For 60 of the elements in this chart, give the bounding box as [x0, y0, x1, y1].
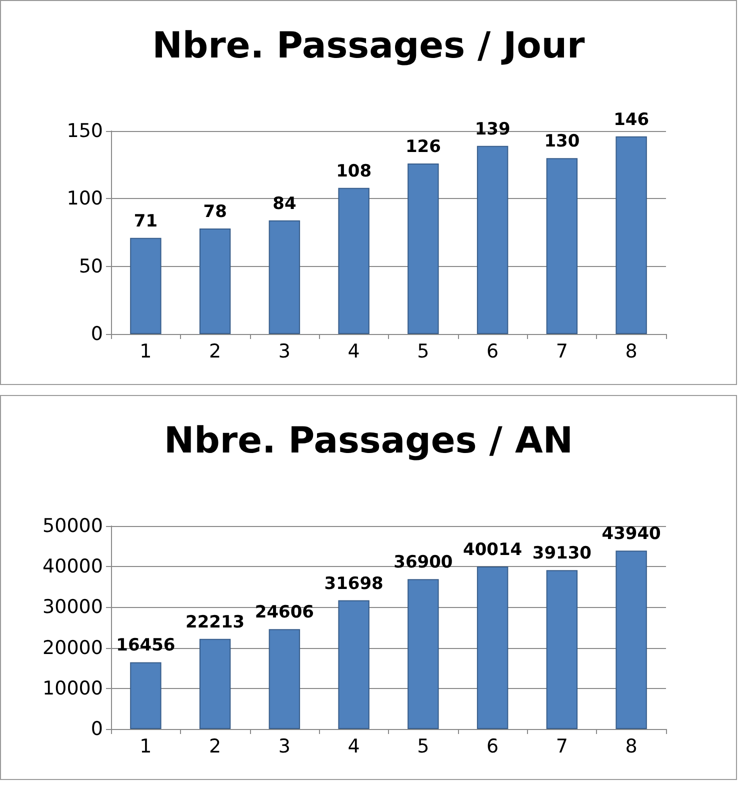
x-tick-label: 2: [209, 736, 222, 758]
bar: [199, 638, 231, 729]
y-tick-label: 50: [78, 255, 103, 278]
chart-title: Nbre. Passages / AN: [164, 420, 573, 462]
x-tick-label: 2: [209, 340, 222, 362]
data-label: 139: [474, 119, 510, 140]
x-tick-label: 3: [278, 340, 290, 362]
data-label: 39130: [532, 544, 592, 564]
data-label: 84: [272, 194, 296, 214]
bar: [199, 228, 231, 334]
data-label: 22213: [185, 612, 245, 632]
x-tick-label: 8: [625, 340, 638, 362]
data-label: 130: [544, 132, 580, 152]
x-tick-label: 1: [140, 340, 152, 362]
bar: [476, 146, 508, 334]
data-label: 146: [614, 110, 650, 130]
x-tick-label: 5: [417, 340, 430, 362]
data-label: 36900: [394, 552, 453, 573]
x-tick-label: 4: [348, 340, 360, 362]
bar: [268, 220, 300, 334]
data-label: 16456: [116, 636, 176, 656]
bar: [616, 550, 647, 729]
bar: [616, 136, 647, 334]
bar: [546, 570, 578, 729]
y-tick-label: 10000: [42, 677, 103, 700]
y-tick-label: 30000: [42, 596, 103, 618]
y-tick-label: 20000: [42, 636, 103, 659]
bar: [476, 566, 508, 729]
data-label: 43940: [602, 524, 662, 544]
x-tick-label: 1: [140, 736, 152, 758]
data-label: 40014: [462, 540, 522, 560]
chart-title: Nbre. Passages / Jour: [152, 26, 585, 66]
x-tick-label: 7: [556, 736, 568, 758]
data-label: 31698: [324, 574, 384, 594]
bar: [408, 579, 439, 729]
y-tick-label: 150: [66, 120, 103, 142]
y-tick-label: 0: [90, 718, 103, 740]
data-label: 78: [203, 202, 227, 222]
x-tick-label: 6: [486, 736, 499, 758]
bar: [546, 158, 578, 334]
y-tick-label: 100: [66, 188, 103, 210]
bar: [338, 188, 370, 334]
x-tick-label: 6: [486, 340, 499, 362]
x-tick-label: 3: [278, 736, 290, 758]
data-label: 71: [134, 211, 158, 232]
bar: [268, 629, 300, 729]
bar: [338, 600, 370, 729]
y-tick-label: 0: [90, 323, 103, 345]
bar: [130, 662, 162, 729]
data-label: 24606: [254, 602, 314, 623]
bar: [130, 238, 162, 334]
y-tick-label: 50000: [42, 515, 103, 537]
bar: [408, 163, 439, 334]
x-tick-label: 8: [625, 736, 638, 758]
y-tick-label: 40000: [42, 556, 103, 578]
data-label: 126: [405, 136, 441, 157]
x-tick-label: 7: [556, 340, 568, 362]
data-label: 108: [336, 161, 372, 182]
x-tick-label: 4: [348, 736, 360, 758]
x-tick-label: 5: [417, 736, 430, 758]
